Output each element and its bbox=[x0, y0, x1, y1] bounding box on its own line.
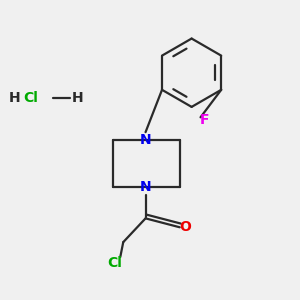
Text: H: H bbox=[71, 91, 83, 105]
Text: N: N bbox=[140, 133, 152, 147]
Text: Cl: Cl bbox=[107, 256, 122, 270]
Text: Cl: Cl bbox=[24, 91, 38, 105]
Text: H: H bbox=[9, 91, 21, 105]
Text: F: F bbox=[200, 113, 210, 127]
Text: O: O bbox=[180, 220, 192, 234]
Text: N: N bbox=[140, 180, 152, 194]
